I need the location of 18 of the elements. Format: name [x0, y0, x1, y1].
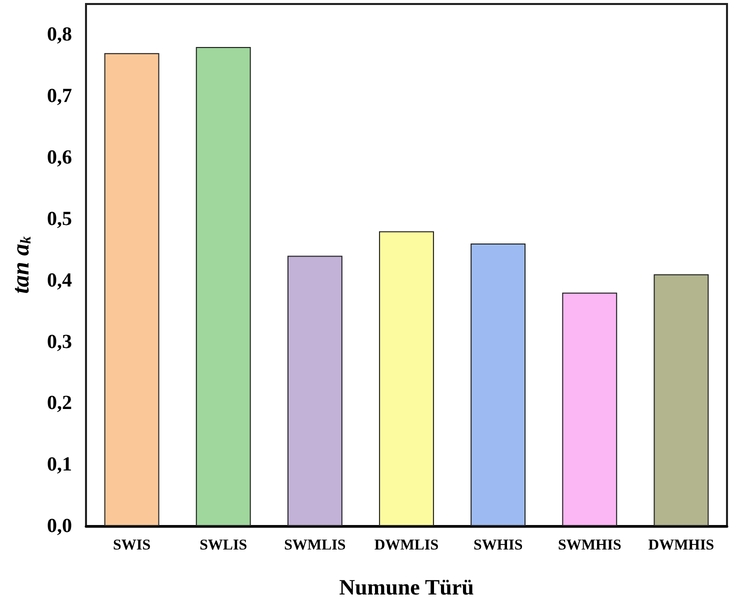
y-tick-label: 0,4	[47, 269, 72, 292]
y-tick-label: 0,7	[47, 85, 72, 108]
x-tick-label: SWMLIS	[284, 538, 346, 554]
x-tick-label: SWHIS	[473, 538, 523, 554]
y-axis-title: tan ak	[8, 236, 34, 294]
x-tick-label: SWLIS	[200, 538, 248, 554]
y-tick-label: 0,3	[47, 330, 72, 353]
x-tick-label: DWMLIS	[374, 538, 439, 554]
x-tick-label: SWMHIS	[558, 538, 622, 554]
y-tick-label: 0,6	[47, 146, 72, 169]
y-tick-label: 0,5	[47, 208, 72, 230]
y-tick-label: 0,8	[47, 24, 72, 46]
y-tick-label: 0,0	[47, 515, 72, 537]
x-tick-label: SWIS	[113, 538, 151, 554]
x-axis-title: Numune Türü	[339, 574, 474, 600]
y-tick-label: 0,2	[47, 392, 72, 414]
y-tick-label: 0,1	[47, 454, 72, 476]
x-tick-label: DWMHIS	[648, 538, 714, 554]
